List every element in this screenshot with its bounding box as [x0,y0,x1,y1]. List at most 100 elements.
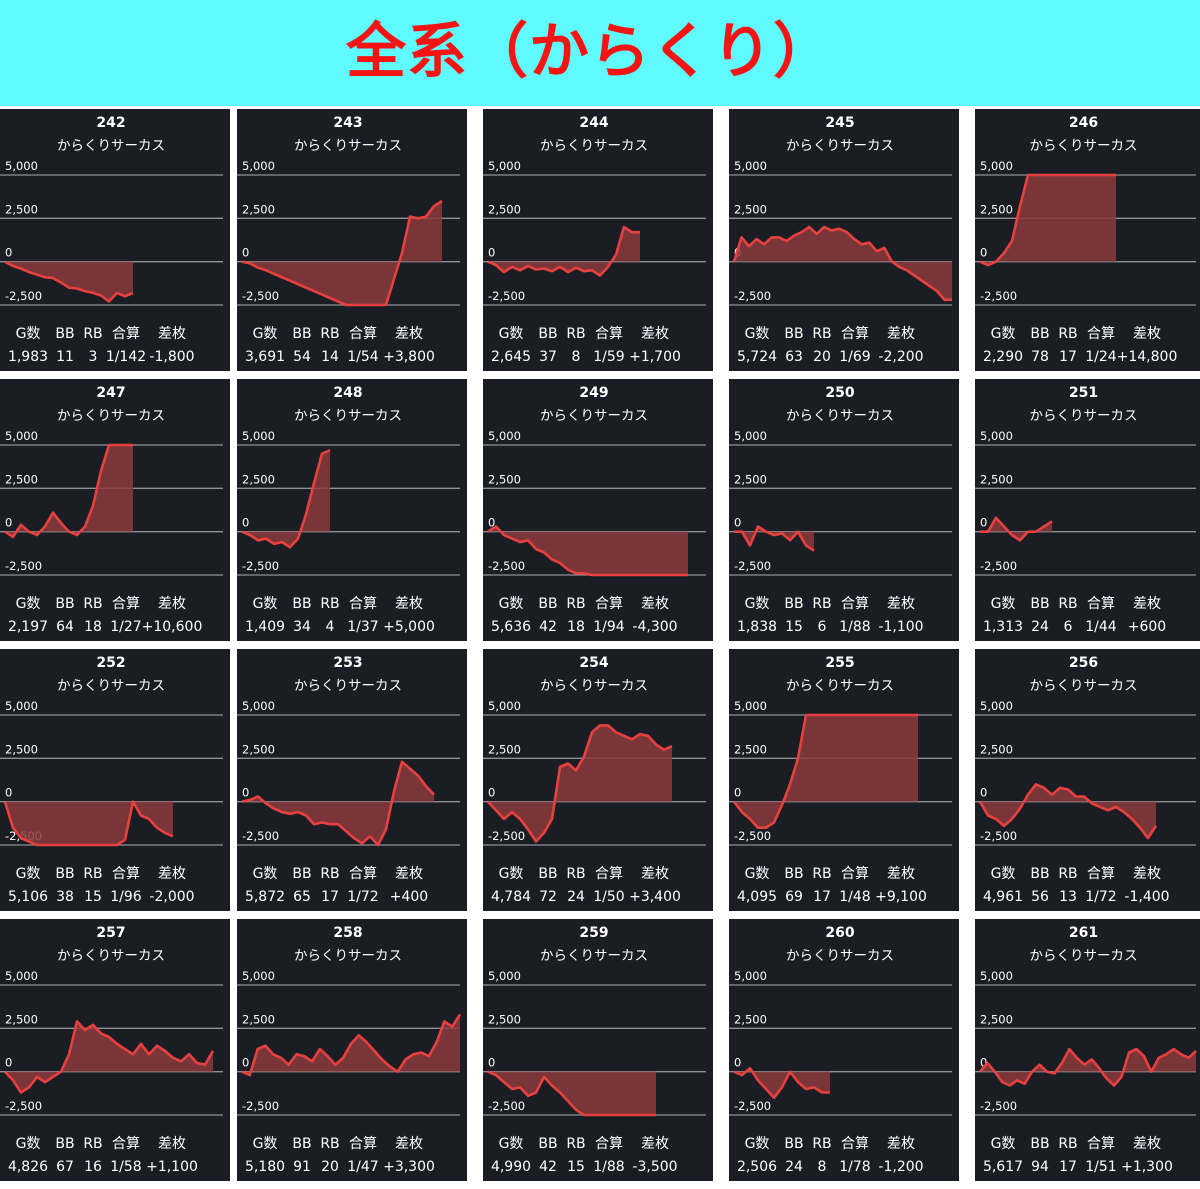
stat-header: 差枚 [395,326,423,342]
machine-number: 253 [333,655,362,671]
stat-header: 合算 [112,866,140,882]
stat-header: G数 [991,866,1016,882]
chart-svg: 260 からくりサーカス 5,000 2,500 0 -2,500 G数 BB RB 合算 差枚 2,… [729,925,952,1175]
y-tick-label: 0 [488,1056,495,1070]
stat-diff: -2,000 [149,889,194,905]
stat-total: 1/58 [110,1159,141,1175]
stat-games: 4,990 [491,1159,531,1175]
y-tick-label: 5,000 [734,159,767,173]
machine-number: 259 [579,925,608,941]
stat-rb: 3 [89,349,98,365]
chart-panel-251: 251 からくりサーカス 5,000 2,500 0 -2,500 G数 BB RB 合算 差枚 1,… [975,379,1200,641]
stat-games: 2,645 [491,349,531,365]
y-tick-label: 2,500 [734,742,767,756]
stat-bb: 42 [539,619,557,635]
stat-header: 合算 [841,866,869,882]
stat-header: BB [538,1136,557,1152]
stat-diff: +3,300 [383,1159,435,1175]
chart-svg: 246 からくりサーカス 5,000 2,500 0 -2,500 G数 BB RB 合算 差枚 2,… [975,115,1196,365]
machine-title: からくりサーカス [786,408,894,424]
stat-diff: -2,200 [878,349,923,365]
y-tick-label: 2,500 [5,1012,38,1026]
machine-title: からくりサーカス [294,408,402,424]
chart-panel-261: 261 からくりサーカス 5,000 2,500 0 -2,500 G数 BB RB 合算 差枚 5,… [975,919,1200,1181]
y-tick-label: 2,500 [5,202,38,216]
stat-header: G数 [16,326,41,342]
stat-header: G数 [253,326,278,342]
stat-diff: +1,100 [146,1159,198,1175]
series-area [980,1049,1196,1086]
stat-header: BB [1030,326,1049,342]
y-tick-label: -2,500 [734,1099,771,1113]
stat-total: 1/72 [1085,889,1116,905]
series-area [488,526,688,575]
stat-header: 差枚 [641,1136,669,1152]
stat-header: 合算 [841,596,869,612]
stat-header: BB [55,866,74,882]
y-tick-label: -2,500 [242,829,279,843]
y-tick-label: 2,500 [5,472,38,486]
chart-svg: 249 からくりサーカス 5,000 2,500 0 -2,500 G数 BB RB 合算 差枚 5,… [483,385,706,635]
y-tick-label: -2,500 [5,1099,42,1113]
chart-svg: 248 からくりサーカス 5,000 2,500 0 -2,500 G数 BB RB 合算 差枚 1,… [237,385,460,635]
stat-diff: -3,500 [632,1159,677,1175]
stat-header: 合算 [349,1136,377,1152]
stat-bb: 37 [539,349,557,365]
stat-diff: +1,300 [1121,1159,1173,1175]
y-tick-label: 2,500 [734,472,767,486]
chart-panel-252: 252からくりサーカス5,0002,5000-2,500G数BBRB合算差枚5,… [0,649,230,911]
stat-rb: 4 [326,619,335,635]
machine-number: 250 [825,385,854,401]
y-tick-label: 5,000 [734,699,767,713]
stat-header: 差枚 [158,326,186,342]
y-tick-label: 5,000 [980,159,1013,173]
stat-rb: 15 [84,889,102,905]
stat-total: 1/72 [347,889,378,905]
machine-number: 251 [1069,385,1098,401]
stat-header: BB [1030,596,1049,612]
machine-number: 258 [333,925,362,941]
stat-games: 1,983 [8,349,48,365]
y-tick-label: 5,000 [5,429,38,443]
stat-games: 5,636 [491,619,531,635]
stat-header: BB [1030,866,1049,882]
machine-title: からくりサーカス [57,678,165,694]
machine-title: からくりサーカス [294,678,402,694]
stat-header: 合算 [1087,1136,1115,1152]
stat-header: 合算 [349,326,377,342]
stat-bb: 94 [1031,1159,1049,1175]
stat-header: RB [320,596,339,612]
stat-header: BB [784,596,803,612]
y-tick-label: -2,500 [5,559,42,573]
y-tick-label: 0 [5,516,12,530]
stat-header: 差枚 [158,866,186,882]
machine-title: からくりサーカス [57,138,165,154]
series-line [4,260,134,303]
stat-header: 差枚 [1133,866,1161,882]
machine-title: からくりサーカス [1030,408,1138,424]
series-area [5,801,173,845]
stat-rb: 6 [1064,619,1073,635]
stat-header: 合算 [841,326,869,342]
y-tick-label: 0 [5,786,12,800]
stat-rb: 18 [84,619,102,635]
y-tick-label: -2,500 [488,289,525,303]
y-tick-label: 0 [242,516,249,530]
machine-number: 257 [96,925,125,941]
series-area [242,201,442,305]
stat-total: 1/69 [839,349,870,365]
stat-header: G数 [745,326,770,342]
y-tick-label: 0 [242,786,249,800]
stat-total: 1/50 [593,889,624,905]
series-area [734,227,952,300]
stat-header: RB [320,866,339,882]
stat-games: 5,180 [245,1159,285,1175]
stat-header: BB [292,1136,311,1152]
y-tick-label: 2,500 [734,202,767,216]
stat-rb: 17 [1059,1159,1077,1175]
y-tick-label: -2,500 [734,289,771,303]
y-tick-label: 0 [980,786,987,800]
y-tick-label: -2,500 [980,559,1017,573]
stat-header: G数 [16,596,41,612]
stat-diff: +600 [1128,619,1166,635]
